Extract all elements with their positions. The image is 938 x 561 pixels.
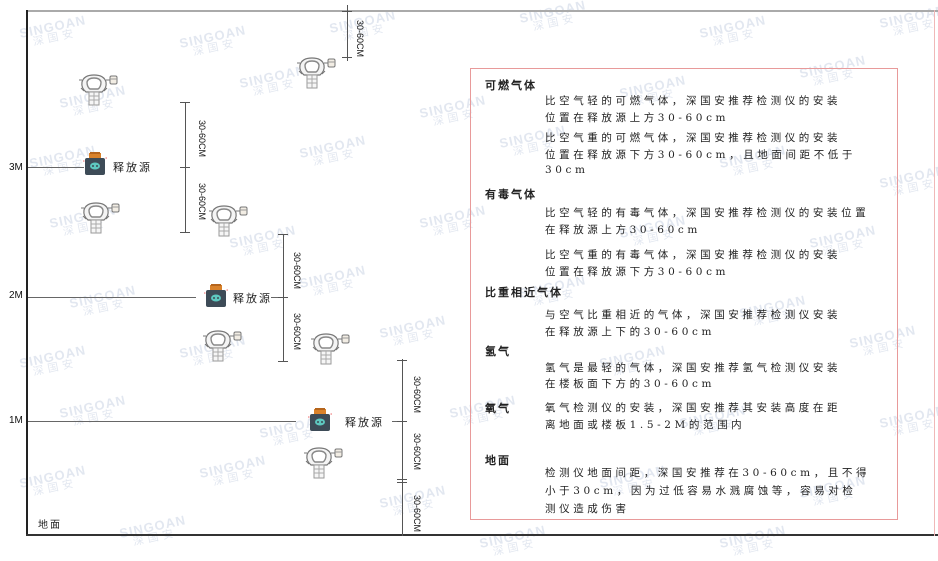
release-source-icon bbox=[83, 152, 107, 180]
section-text-line: 比空气重的可燃气体，深国安推荐检测仪的安装 bbox=[545, 132, 842, 144]
dimension-line bbox=[402, 359, 403, 536]
level-3m-label: 3M bbox=[9, 162, 23, 173]
section-text-line: 位置在释放源下方30-60cm，且地面间距不低于 bbox=[545, 149, 857, 161]
gas-detector-icon bbox=[310, 333, 352, 369]
section-text-line: 比空气重的有毒气体，深国安推荐检测仪的安装 bbox=[545, 249, 842, 261]
dimension-line bbox=[283, 234, 284, 362]
level-1m-label: 1M bbox=[9, 415, 23, 426]
release-source-icon bbox=[308, 408, 332, 436]
section-text-line: 测仪造成伤害 bbox=[545, 503, 630, 515]
section-title: 地面 bbox=[485, 454, 511, 467]
dimension-label: 30-60CM bbox=[412, 495, 422, 533]
right-border bbox=[934, 10, 935, 536]
release-source-label: 释放源 bbox=[233, 292, 272, 305]
section-text-line: 氧气检测仪的安装，深国安推荐其安装高度在距 bbox=[545, 402, 842, 414]
release-source-icon bbox=[204, 284, 228, 312]
section-text-line: 位置在释放源上方30-60cm bbox=[545, 112, 730, 124]
level-1m-line bbox=[28, 421, 296, 422]
section-text-line: 30cm bbox=[545, 164, 589, 176]
section-title: 比重相近气体 bbox=[485, 286, 563, 299]
section-title: 氢气 bbox=[485, 345, 511, 358]
section-text-line: 氢气是最轻的气体，深国安推荐氢气检测仪安装 bbox=[545, 362, 842, 374]
section-title: 可燃气体 bbox=[485, 79, 537, 92]
level-2m-line-end bbox=[271, 297, 283, 298]
section-text-line: 位置在释放源下方30-60cm bbox=[545, 266, 730, 278]
section-text-line: 比空气轻的可燃气体，深国安推荐检测仪的安装 bbox=[545, 95, 842, 107]
gas-detector-icon bbox=[208, 205, 250, 241]
section-text-line: 小于30cm，因为过低容易水溅腐蚀等，容易对检 bbox=[545, 485, 857, 497]
dimension-label: 30-60CM bbox=[292, 313, 302, 351]
dimension-label: 30-60CM bbox=[292, 252, 302, 290]
release-source-label: 释放源 bbox=[345, 416, 384, 429]
release-source-label: 释放源 bbox=[113, 161, 152, 174]
section-text-line: 离地面或楼板1.5-2M的范围内 bbox=[545, 419, 746, 431]
section-title: 有毒气体 bbox=[485, 188, 537, 201]
ceiling-line bbox=[27, 10, 938, 12]
dimension-label: 30-60CM bbox=[412, 433, 422, 471]
section-text-line: 比空气轻的有毒气体，深国安推荐检测仪的安装位置 bbox=[545, 207, 870, 219]
gas-detector-icon bbox=[78, 74, 120, 110]
height-axis bbox=[26, 10, 28, 536]
section-text-line: 检测仪地面间距，深国安推荐在30-60cm，且不得 bbox=[545, 467, 871, 479]
gas-detector-icon bbox=[303, 447, 345, 483]
section-text-line: 在释放源上方30-60cm bbox=[545, 224, 701, 236]
dimension-label: 30-60CM bbox=[355, 20, 365, 58]
section-text-line: 在释放源上下的30-60cm bbox=[545, 326, 716, 338]
level-2m-label: 2M bbox=[9, 290, 23, 301]
dimension-line bbox=[347, 5, 348, 61]
gas-detector-icon bbox=[80, 202, 122, 238]
section-title: 氧气 bbox=[485, 402, 511, 415]
ground-label: 地面 bbox=[38, 520, 62, 531]
dimension-label: 30-60CM bbox=[412, 376, 422, 414]
level-2m-line bbox=[28, 297, 196, 298]
installation-guide-panel bbox=[470, 68, 898, 520]
dimension-label: 30-60CM bbox=[197, 120, 207, 158]
gas-detector-icon bbox=[202, 330, 244, 366]
ground-line bbox=[26, 534, 938, 536]
section-text-line: 在楼板面下方的30-60cm bbox=[545, 378, 716, 390]
gas-detector-icon bbox=[296, 57, 338, 93]
section-text-line: 与空气比重相近的气体，深国安推荐检测仪安装 bbox=[545, 309, 842, 321]
dimension-label: 30-60CM bbox=[197, 183, 207, 221]
level-3m-line bbox=[28, 167, 84, 168]
